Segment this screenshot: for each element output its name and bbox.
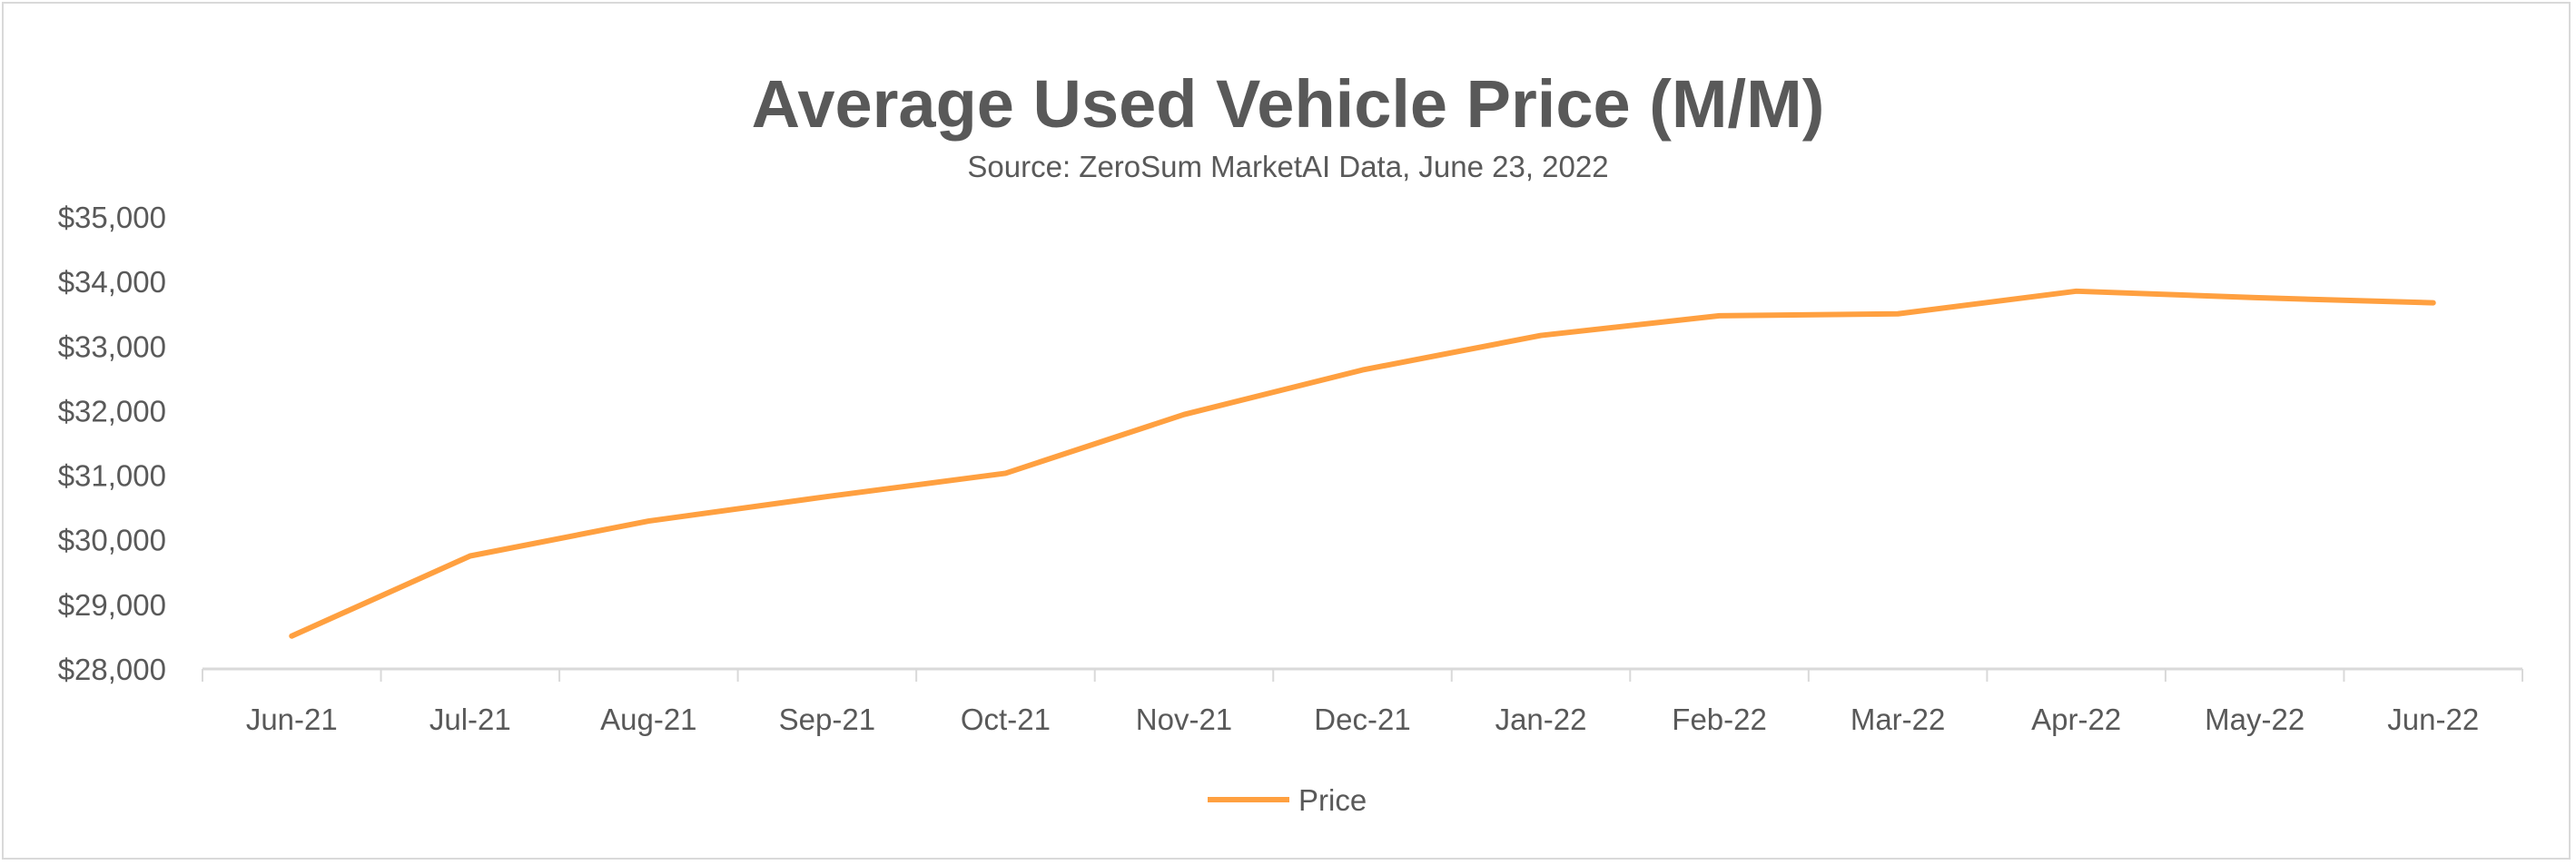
x-tick-label: Dec-21 (1314, 703, 1410, 736)
x-tick-label: Jul-21 (429, 703, 511, 736)
x-tick-label: Jun-21 (246, 703, 338, 736)
y-tick-label: $35,000 (58, 201, 166, 234)
y-tick-label: $33,000 (58, 329, 166, 363)
y-tick-label: $28,000 (58, 653, 166, 686)
x-tick-label: Feb-22 (1672, 703, 1767, 736)
x-tick-label: Jan-22 (1495, 703, 1587, 736)
x-tick-label: Sep-21 (779, 703, 875, 736)
chart-subtitle: Source: ZeroSum MarketAI Data, June 23, … (967, 150, 1609, 183)
x-tick-label: Jun-22 (2387, 703, 2479, 736)
x-tick-label: May-22 (2205, 703, 2305, 736)
y-tick-label: $32,000 (58, 394, 166, 428)
x-tick-label: Nov-21 (1136, 703, 1232, 736)
y-tick-label: $30,000 (58, 524, 166, 557)
y-tick-label: $34,000 (58, 265, 166, 299)
chart-title: Average Used Vehicle Price (M/M) (751, 66, 1825, 142)
y-tick-label: $29,000 (58, 588, 166, 622)
x-tick-label: Apr-22 (2031, 703, 2121, 736)
x-tick-label: Oct-21 (961, 703, 1051, 736)
series-line-price (289, 288, 2436, 639)
legend-label-price: Price (1298, 783, 1367, 817)
x-tick-label: Mar-22 (1851, 703, 1946, 736)
x-tick-label: Aug-21 (600, 703, 696, 736)
y-tick-label: $31,000 (58, 459, 166, 493)
